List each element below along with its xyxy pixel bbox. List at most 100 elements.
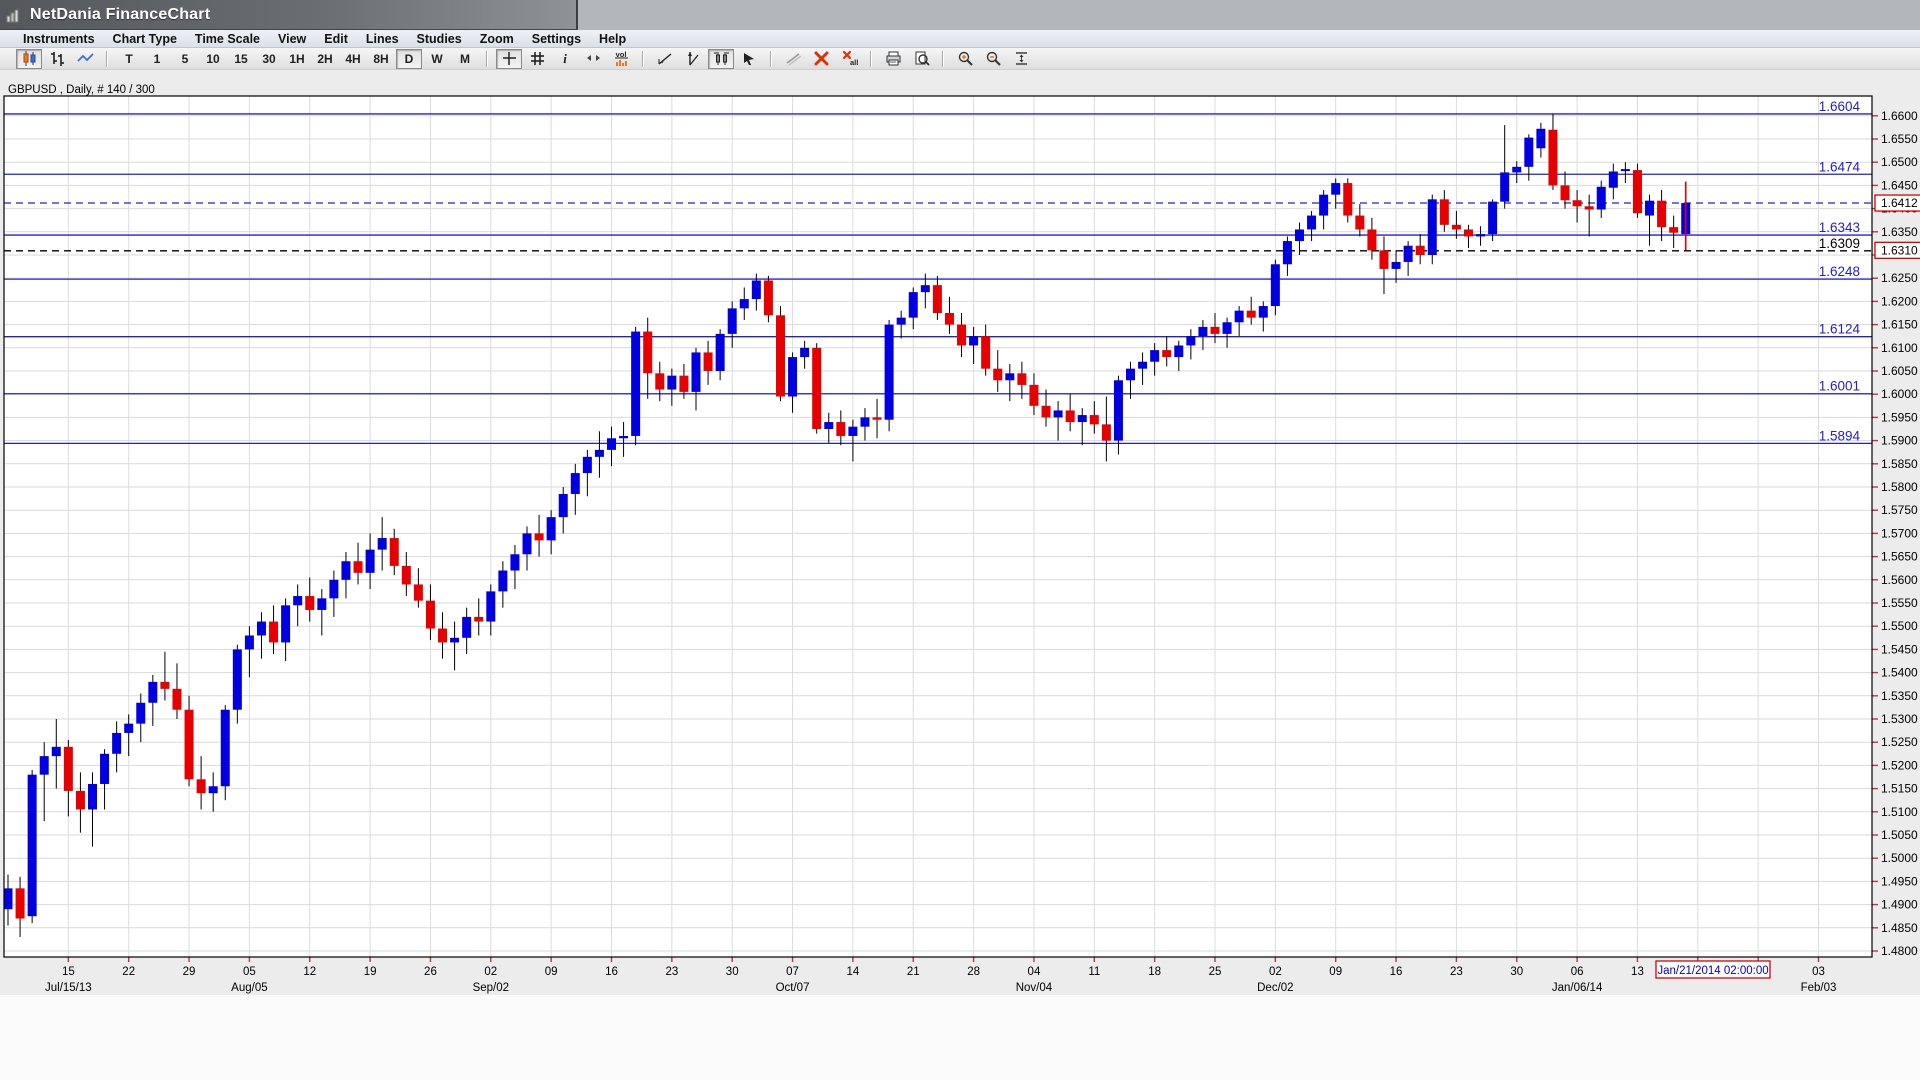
candle-body[interactable]: [462, 616, 472, 638]
candlestick-chart-button[interactable]: [16, 48, 42, 69]
candle-body[interactable]: [570, 473, 580, 494]
candle-body[interactable]: [1572, 200, 1582, 207]
menu-item-chart-type[interactable]: Chart Type: [112, 31, 177, 46]
chart-area[interactable]: 1.4800 1.4850 1.4900 1.4950 1.5000 1.5050 1.51…: [0, 70, 1920, 1080]
candle-body[interactable]: [1439, 199, 1449, 225]
candle-body[interactable]: [932, 285, 942, 313]
candle-body[interactable]: [1307, 215, 1317, 230]
candle-body[interactable]: [1669, 227, 1679, 233]
draw-line-button[interactable]: [780, 49, 806, 69]
candle-body[interactable]: [558, 493, 568, 518]
candle-body[interactable]: [1645, 200, 1655, 216]
timeframe-button-4h[interactable]: 4H: [345, 51, 361, 66]
candle-body[interactable]: [1294, 229, 1304, 242]
candle-body[interactable]: [1270, 264, 1280, 307]
candle-body[interactable]: [1246, 310, 1256, 318]
candle-body[interactable]: [643, 331, 653, 374]
candle-body[interactable]: [63, 746, 73, 791]
candle-body[interactable]: [631, 331, 641, 436]
scroll-arrows-button[interactable]: [580, 49, 606, 69]
candle-body[interactable]: [715, 333, 725, 371]
candle-body[interactable]: [1198, 326, 1208, 337]
candle-body[interactable]: [1258, 306, 1268, 318]
menu-item-help[interactable]: Help: [599, 31, 627, 46]
candle-body[interactable]: [1596, 186, 1606, 210]
candle-body[interactable]: [1500, 172, 1510, 202]
candle-body[interactable]: [1391, 261, 1401, 269]
candle-body[interactable]: [1077, 415, 1087, 423]
candle-body[interactable]: [305, 596, 315, 610]
candle-body[interactable]: [413, 584, 423, 601]
candle-body[interactable]: [172, 688, 182, 710]
candle-body[interactable]: [184, 709, 194, 780]
candle-body[interactable]: [1282, 241, 1292, 265]
timeframe-button-1h[interactable]: 1H: [289, 51, 305, 66]
candle-body[interactable]: [836, 422, 846, 436]
delete-button[interactable]: [808, 49, 834, 69]
candle-body[interactable]: [1065, 410, 1075, 423]
candle-body[interactable]: [800, 347, 810, 358]
candle-body[interactable]: [1101, 424, 1111, 441]
candle-body[interactable]: [75, 790, 85, 810]
candle-body[interactable]: [1222, 322, 1232, 334]
candle-body[interactable]: [1053, 410, 1063, 418]
bar-compare-button[interactable]: [708, 48, 734, 69]
timeframe-button-t[interactable]: T: [125, 51, 133, 66]
candle-body[interactable]: [124, 723, 134, 733]
candle-body[interactable]: [1319, 194, 1329, 216]
crosshair-button[interactable]: [496, 48, 522, 69]
candle-body[interactable]: [160, 681, 170, 689]
print-button[interactable]: [880, 49, 906, 69]
candle-body[interactable]: [1632, 170, 1642, 214]
candle-body[interactable]: [1415, 245, 1425, 255]
menu-item-edit[interactable]: Edit: [324, 31, 348, 46]
timeframe-button-15[interactable]: 15: [234, 51, 248, 66]
candle-body[interactable]: [1150, 350, 1160, 362]
candle-body[interactable]: [1427, 199, 1437, 255]
candle-body[interactable]: [1548, 129, 1558, 186]
candle-body[interactable]: [244, 635, 254, 650]
candle-body[interactable]: [944, 313, 954, 325]
candle-body[interactable]: [872, 417, 882, 420]
candle-body[interactable]: [1234, 310, 1244, 323]
candle-body[interactable]: [775, 315, 785, 397]
candle-body[interactable]: [281, 605, 291, 643]
candle-body[interactable]: [812, 347, 822, 429]
candle-body[interactable]: [981, 336, 991, 369]
candle-body[interactable]: [1608, 171, 1618, 188]
candle-body[interactable]: [655, 373, 665, 390]
timeframe-button-8h[interactable]: 8H: [373, 51, 389, 66]
vertical-trend-button[interactable]: [680, 49, 706, 69]
timeframe-button-d[interactable]: D: [396, 48, 422, 69]
plot-area[interactable]: [4, 96, 1872, 957]
candle-body[interactable]: [1463, 229, 1473, 237]
candle-body[interactable]: [860, 417, 870, 427]
timeframe-button-1[interactable]: 1: [153, 51, 161, 66]
candle-body[interactable]: [438, 628, 448, 643]
candle-body[interactable]: [691, 352, 701, 392]
fit-vertical-button[interactable]: [1008, 49, 1034, 69]
candle-body[interactable]: [1488, 201, 1498, 235]
timeframe-button-m[interactable]: M: [460, 51, 470, 66]
delete-all-button[interactable]: all: [836, 49, 862, 69]
candle-body[interactable]: [751, 280, 761, 300]
candle-body[interactable]: [317, 598, 327, 610]
candle-body[interactable]: [1560, 185, 1570, 201]
candle-body[interactable]: [1126, 368, 1136, 381]
candle-body[interactable]: [908, 292, 918, 318]
candle-body[interactable]: [136, 702, 146, 724]
candle-body[interactable]: [208, 786, 218, 794]
candle-body[interactable]: [1343, 183, 1353, 216]
candle-body[interactable]: [739, 299, 749, 309]
candle-body[interactable]: [1403, 245, 1413, 262]
timeframe-button-10[interactable]: 10: [206, 51, 220, 66]
candle-body[interactable]: [232, 649, 242, 710]
timeframe-button-30[interactable]: 30: [262, 51, 276, 66]
print-preview-button[interactable]: [908, 49, 934, 69]
candle-body[interactable]: [1584, 206, 1594, 210]
candle-body[interactable]: [450, 637, 460, 643]
pointer-flag-button[interactable]: [736, 49, 762, 69]
candle-body[interactable]: [957, 324, 967, 346]
candle-body[interactable]: [1367, 229, 1377, 251]
candle-body[interactable]: [607, 438, 616, 450]
